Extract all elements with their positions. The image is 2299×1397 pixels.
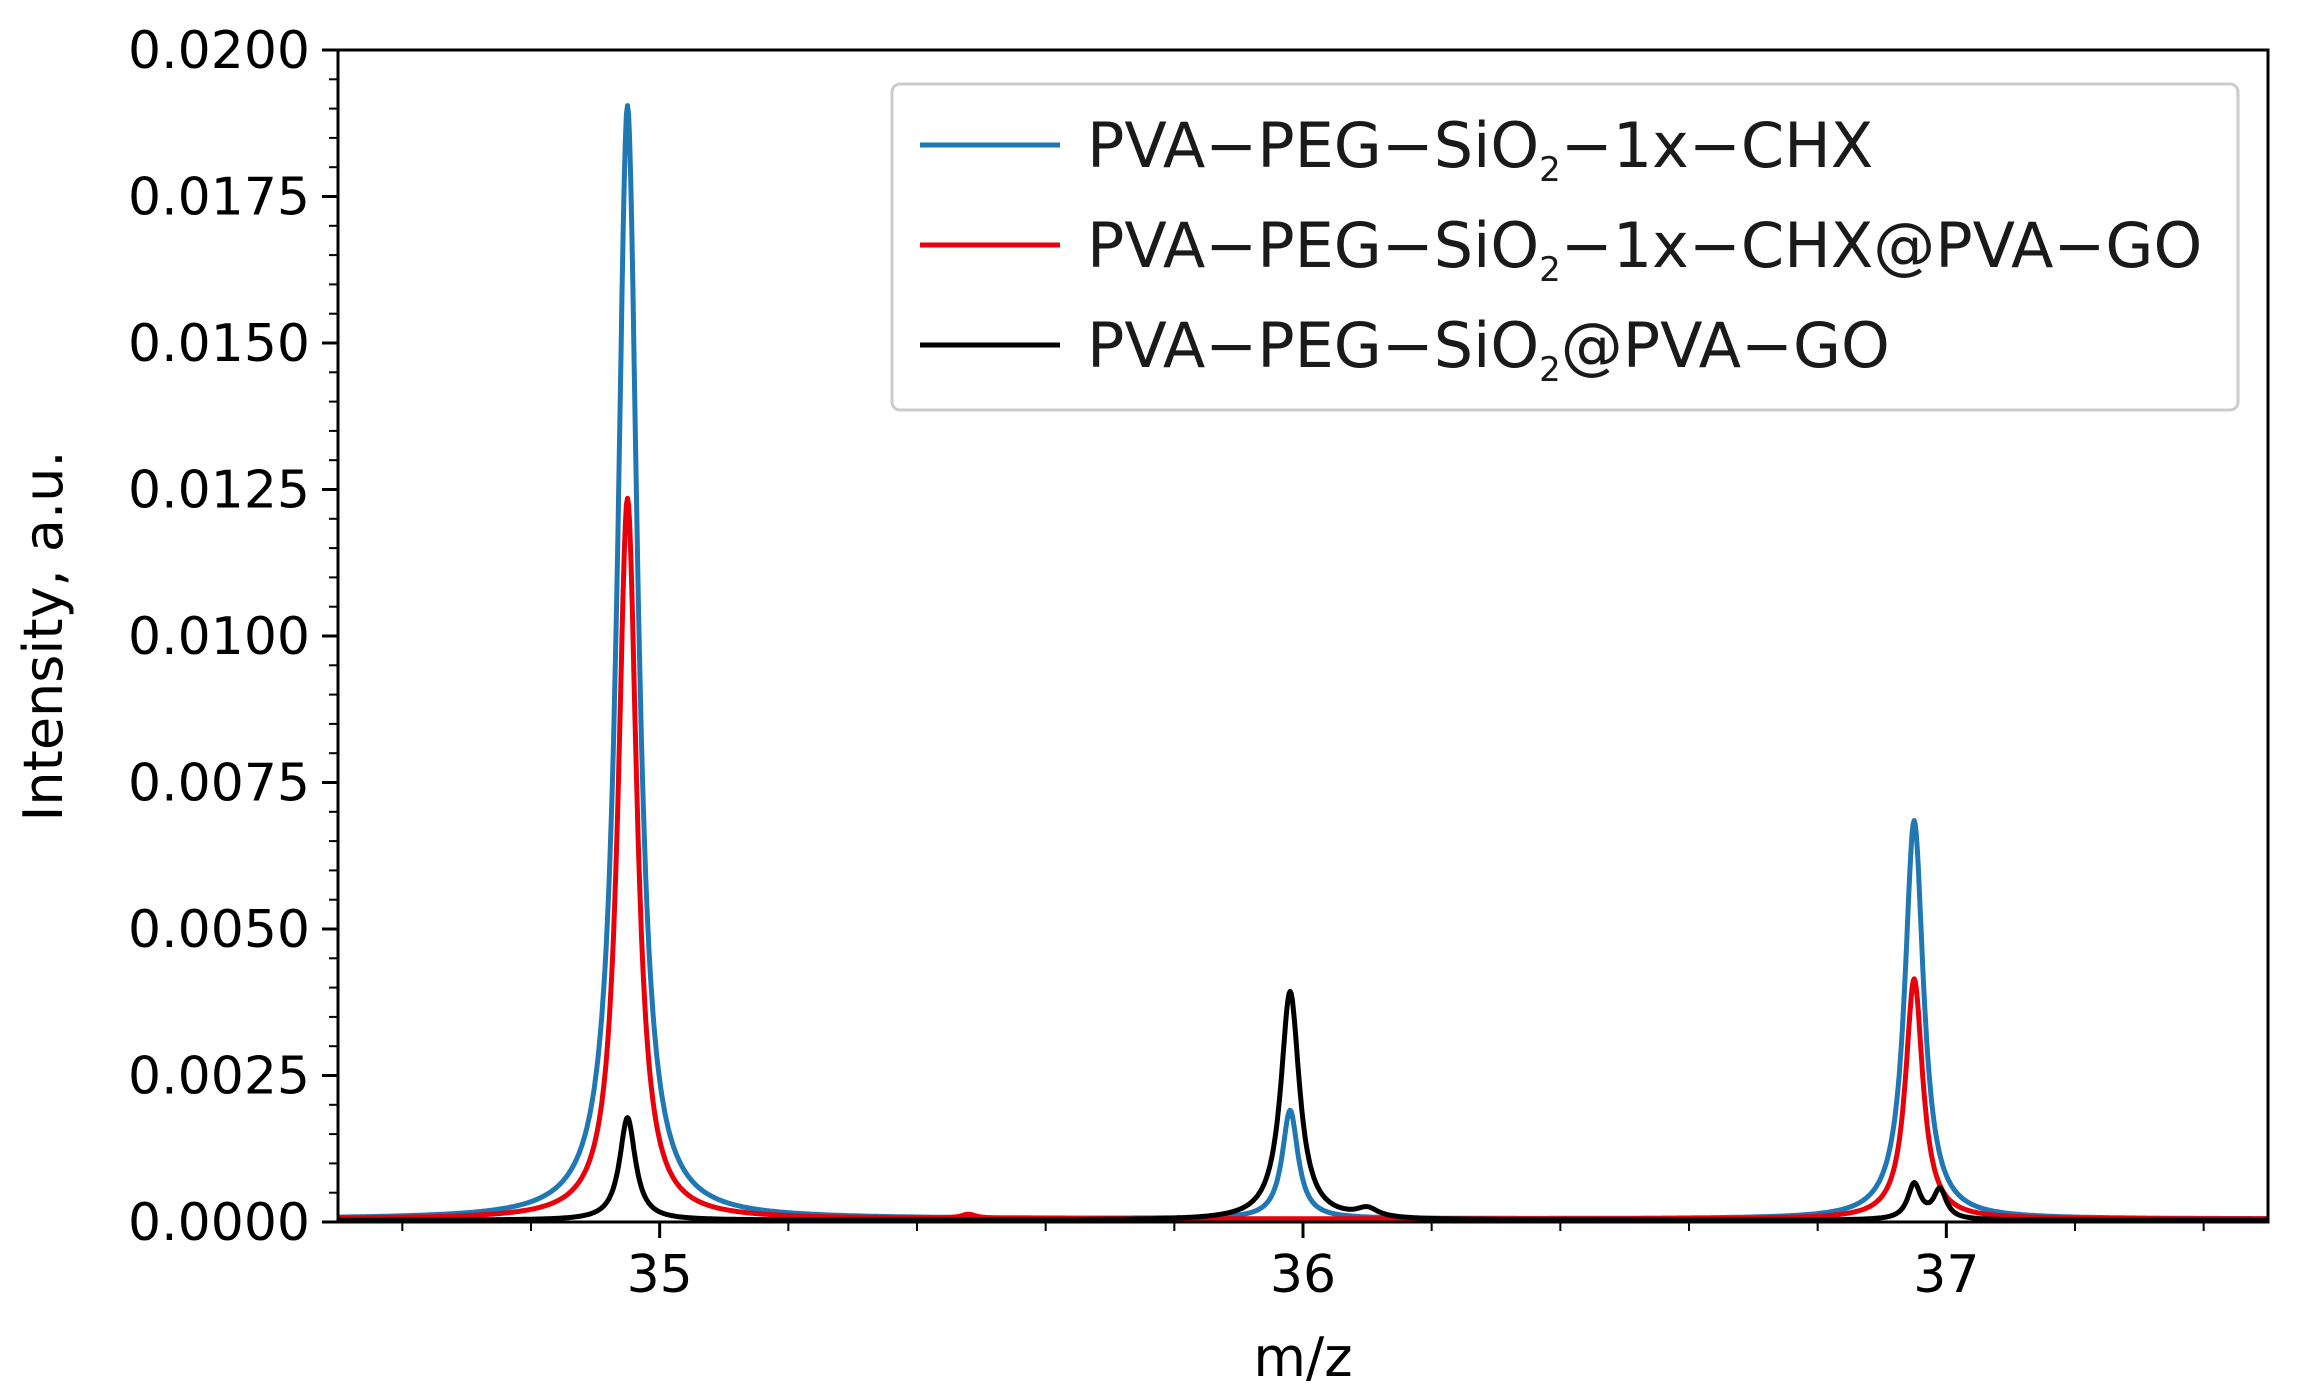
legend-label-subscript: 2 — [1539, 250, 1561, 290]
x-tick-label: 35 — [627, 1245, 693, 1305]
y-tick-label: 0.0000 — [128, 1193, 310, 1253]
legend-label-subscript: 2 — [1539, 150, 1561, 190]
y-tick-label: 0.0175 — [128, 168, 310, 228]
plot-lines — [336, 103, 2270, 1223]
legend-label-suffix: −1x−CHX — [1561, 109, 1873, 182]
x-axis-title: m/z — [1253, 1326, 1352, 1389]
series-line-3 — [336, 988, 2270, 1223]
x-tick-label: 36 — [1270, 1245, 1336, 1305]
y-tick-label: 0.0150 — [128, 314, 310, 374]
legend-label: PVA−PEG−SiO2@PVA−GO — [1087, 309, 1890, 390]
y-tick-label: 0.0075 — [128, 754, 310, 814]
legend-label-prefix: PVA−PEG−SiO — [1087, 109, 1539, 182]
y-tick-label: 0.0025 — [128, 1047, 310, 1107]
legend: PVA−PEG−SiO2−1x−CHXPVA−PEG−SiO2−1x−CHX@P… — [890, 82, 2240, 412]
legend-label-suffix: @PVA−GO — [1561, 309, 1890, 382]
y-tick-label: 0.0200 — [128, 21, 310, 81]
legend-label-prefix: PVA−PEG−SiO — [1087, 209, 1539, 282]
legend-label: PVA−PEG−SiO2−1x−CHX@PVA−GO — [1087, 209, 2202, 290]
legend-box — [890, 82, 2240, 412]
y-axis-title: Intensity, a.u. — [12, 450, 75, 821]
legend-label-subscript: 2 — [1539, 350, 1561, 390]
legend-label-prefix: PVA−PEG−SiO — [1087, 309, 1539, 382]
series-line-1 — [336, 103, 2270, 1222]
y-tick-label: 0.0050 — [128, 900, 310, 960]
x-axis: 35 36 37 — [401, 1222, 2205, 1305]
legend-label: PVA−PEG−SiO2−1x−CHX — [1087, 109, 1873, 190]
legend-label-suffix: −1x−CHX@PVA−GO — [1561, 209, 2202, 282]
y-tick-label: 0.0125 — [128, 461, 310, 521]
y-tick-label: 0.0100 — [128, 607, 310, 667]
x-tick-label: 37 — [1913, 1245, 1979, 1305]
y-axis: 0.0000 0.0025 0.0050 0.0075 0.0100 0.0125 0.01… — [128, 21, 338, 1253]
